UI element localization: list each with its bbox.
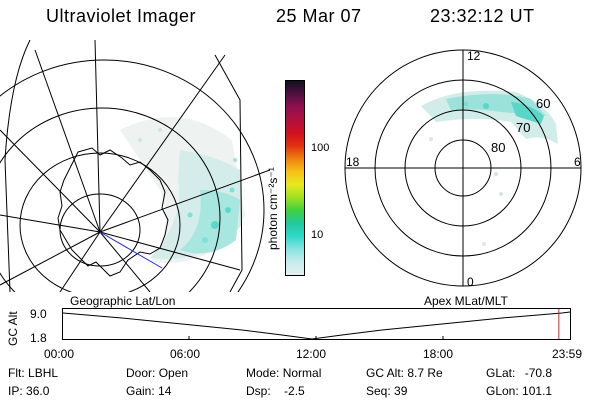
filter-value: LBHL — [28, 366, 59, 380]
status-gc-alt: GC Alt: 8.7 Re — [366, 366, 443, 380]
mlt-label-18: 18 — [346, 155, 360, 169]
status-glat: GLat: -70.8 — [486, 366, 552, 380]
status-dsp: Dsp: -2.5 — [246, 384, 305, 398]
image-date: 25 Mar 07 — [276, 6, 362, 26]
glat-value: -70.8 — [524, 366, 553, 380]
status-seq: Seq: 39 — [366, 384, 407, 398]
colorbar-tick-100: 100 — [311, 142, 330, 154]
altitude-curve — [62, 311, 571, 340]
mlat-label-60: 60 — [536, 96, 550, 111]
glon-value: 101.1 — [522, 384, 553, 398]
polar-mlt-plot: 12 18 6 0 60 70 80 — [344, 49, 582, 288]
seq-label: Seq: — [366, 384, 391, 398]
status-filter: Flt: LBHL — [8, 366, 58, 380]
timeline-xtick-0000: 00:00 — [44, 347, 75, 361]
ip-label: IP: — [8, 384, 23, 398]
longitude-grid — [0, 40, 270, 292]
aurora-emission-geo — [120, 117, 245, 264]
timeline-ticks — [188, 336, 444, 340]
dsp-label: Dsp: — [246, 384, 271, 398]
timeline-xtick-2359: 23:59 — [552, 347, 583, 361]
status-ip: IP: 36.0 — [8, 384, 49, 398]
satellite-track — [99, 231, 163, 269]
dsp-value: -2.5 — [284, 384, 305, 398]
mlt-label-6: 6 — [574, 155, 581, 169]
glat-label: GLat: — [486, 366, 516, 380]
timeline-ytick-low: 1.8 — [30, 331, 47, 345]
status-glon: GLon: 101.1 — [486, 384, 552, 398]
timeline-ytick-high: 9.0 — [30, 307, 47, 321]
mlat-label-70: 70 — [516, 120, 530, 135]
mode-label: Mode: — [246, 366, 280, 380]
timeline-axis-label: GC Alt — [6, 311, 20, 346]
status-mode: Mode: Normal — [246, 366, 321, 380]
instrument-title: Ultraviolet Imager — [46, 6, 197, 26]
mode-value: Normal — [282, 366, 322, 380]
ip-value: 36.0 — [26, 384, 50, 398]
timeline-xtick-1800: 18:00 — [423, 347, 454, 361]
altitude-timeline — [62, 308, 571, 340]
timeline-xtick-1200: 12:00 — [296, 347, 327, 361]
status-door: Door: Open — [126, 366, 188, 380]
polar-map-label: Apex MLat/MLT — [424, 294, 508, 308]
mlt-axes — [345, 50, 581, 286]
gc-alt-label: GC Alt: — [366, 366, 405, 380]
seq-value: 39 — [394, 384, 408, 398]
colorbar-unit-label: photon cm⁻²s⁻¹ — [266, 167, 280, 250]
mlt-label-12: 12 — [467, 49, 481, 63]
image-time: 23:32:12 UT — [430, 6, 535, 26]
geographic-map-label: Geographic Lat/Lon — [70, 294, 176, 308]
continent-outline — [57, 147, 169, 277]
gain-value: 14 — [158, 384, 172, 398]
mlt-label-0: 0 — [467, 275, 474, 288]
colorbar — [285, 80, 305, 276]
timeline-xtick-0600: 06:00 — [170, 347, 201, 361]
colorbar-tick-10: 10 — [311, 229, 324, 241]
gc-alt-value: 8.7 Re — [407, 366, 443, 380]
mlat-label-80: 80 — [491, 140, 505, 155]
door-label: Door: — [126, 366, 156, 380]
filter-label: Flt: — [8, 366, 25, 380]
door-value: Open — [158, 366, 189, 380]
glon-label: GLon: — [486, 384, 519, 398]
status-gain: Gain: 14 — [126, 384, 171, 398]
gain-label: Gain: — [126, 384, 155, 398]
timeline-axis-label-wrap: GC Alt — [6, 306, 24, 346]
geographic-map — [0, 40, 270, 292]
